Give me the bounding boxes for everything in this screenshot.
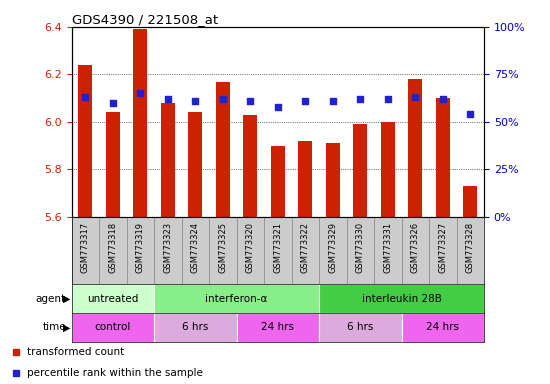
Text: agent: agent [36,293,66,304]
Bar [326,143,340,217]
Point [411,94,420,100]
Point [218,96,227,102]
Bar [236,313,319,342]
Point [466,111,475,118]
Bar [154,284,319,313]
Bar [353,124,367,217]
Bar [319,217,346,284]
Text: interferon-α: interferon-α [205,293,268,304]
Point [81,94,90,100]
Bar [133,29,147,217]
Bar [436,98,450,217]
Text: GSM773319: GSM773319 [136,222,145,273]
Bar [381,122,395,217]
Bar [161,103,175,217]
Bar [298,141,312,217]
Text: interleukin 28B: interleukin 28B [361,293,442,304]
Bar [72,217,99,284]
Bar [402,217,429,284]
Text: GSM773331: GSM773331 [383,222,392,273]
Bar [463,186,477,217]
Bar [319,284,484,313]
Point [438,96,447,102]
Bar [216,81,230,217]
Point [328,98,337,104]
Text: 24 hrs: 24 hrs [261,322,294,333]
Text: ▶: ▶ [63,293,70,304]
Bar [72,284,154,313]
Bar [264,217,292,284]
Point [246,98,255,104]
Text: 24 hrs: 24 hrs [426,322,459,333]
Text: 6 hrs: 6 hrs [182,322,208,333]
Bar [209,217,236,284]
Text: GSM773318: GSM773318 [108,222,117,273]
Point [301,98,310,104]
Point [273,104,282,110]
Bar [126,217,154,284]
Text: control: control [95,322,131,333]
Bar [154,217,182,284]
Bar [154,313,236,342]
Text: GSM773327: GSM773327 [438,222,447,273]
Bar [346,217,374,284]
Bar [72,313,154,342]
Text: ▶: ▶ [63,322,70,333]
Point [163,96,172,102]
Text: GSM773330: GSM773330 [356,222,365,273]
Text: GSM773323: GSM773323 [163,222,172,273]
Bar [319,313,402,342]
Text: GSM773321: GSM773321 [273,222,282,273]
Bar [402,313,484,342]
Bar [99,217,127,284]
Bar [106,113,120,217]
Bar [292,217,319,284]
Text: GSM773325: GSM773325 [218,222,227,273]
Bar [78,65,92,217]
Point [383,96,392,102]
Text: GDS4390 / 221508_at: GDS4390 / 221508_at [72,13,218,26]
Bar [429,217,456,284]
Text: GSM773322: GSM773322 [301,222,310,273]
Text: transformed count: transformed count [28,347,124,358]
Bar [374,217,401,284]
Bar [456,217,484,284]
Bar [408,79,422,217]
Bar [182,217,209,284]
Text: GSM773329: GSM773329 [328,222,337,273]
Text: percentile rank within the sample: percentile rank within the sample [28,368,203,379]
Text: 6 hrs: 6 hrs [347,322,373,333]
Bar [236,217,264,284]
Text: GSM773320: GSM773320 [246,222,255,273]
Bar [243,115,257,217]
Point [191,98,200,104]
Text: GSM773326: GSM773326 [411,222,420,273]
Text: GSM773328: GSM773328 [466,222,475,273]
Point [108,100,117,106]
Text: time: time [42,322,66,333]
Point [356,96,365,102]
Text: GSM773324: GSM773324 [191,222,200,273]
Text: untreated: untreated [87,293,139,304]
Text: GSM773317: GSM773317 [81,222,90,273]
Bar [188,113,202,217]
Bar [271,146,285,217]
Point [136,90,145,96]
